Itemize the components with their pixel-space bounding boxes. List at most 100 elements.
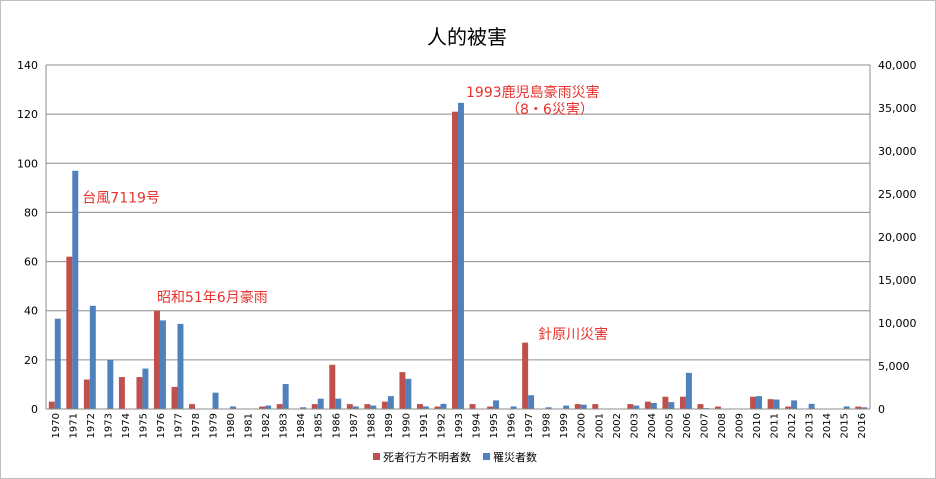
bar-death-missing-2000	[574, 404, 581, 409]
right-tick-label: 0	[878, 403, 885, 416]
bar-death-missing-1989	[381, 401, 388, 409]
legend-swatch	[483, 453, 490, 460]
bar-victims-2004	[650, 402, 657, 409]
legend-label: 死者行方不明者数	[383, 450, 471, 464]
x-tick-label: 2009	[735, 413, 746, 438]
bar-victims-2000	[580, 404, 587, 409]
bar-death-missing-1993	[452, 111, 458, 409]
annotation-label: 1993鹿児島豪雨災害	[466, 84, 600, 101]
x-tick-label: 1980	[226, 413, 237, 438]
bar-victims-2003	[633, 405, 640, 409]
bar-victims-2005	[668, 402, 675, 409]
legend-label: 罹災者数	[493, 451, 537, 464]
bar-death-missing-1974	[118, 377, 125, 409]
x-tick-label: 2011	[770, 413, 781, 438]
bar-victims-1983	[282, 384, 289, 409]
x-tick-label: 1975	[138, 413, 149, 438]
bar-death-missing-1991	[416, 404, 423, 409]
x-tick-label: 1988	[366, 413, 377, 438]
bar-death-missing-1972	[83, 379, 90, 409]
bar-victims-2006	[685, 372, 692, 409]
bar-death-missing-2011	[767, 399, 774, 409]
chart-title: 人的被害	[427, 25, 507, 49]
bar-death-missing-2016	[855, 406, 862, 409]
bar-victims-1993	[458, 102, 464, 409]
bar-victims-2010	[756, 396, 763, 409]
x-tick-label: 2014	[822, 413, 833, 438]
bar-death-missing-1983	[276, 404, 283, 409]
bar-death-missing-2003	[627, 404, 634, 409]
bar-victims-1991	[422, 406, 429, 409]
bar-victims-2015	[843, 406, 850, 409]
bar-death-missing-2008	[715, 406, 721, 409]
x-tick-label: 2013	[805, 413, 816, 438]
x-tick-label: 1972	[86, 413, 97, 438]
bar-victims-1998	[545, 407, 552, 409]
bar-victims-1975	[142, 368, 149, 409]
x-tick-label: 2010	[752, 413, 763, 438]
x-tick-label: 1976	[156, 413, 167, 438]
x-tick-label: 2015	[840, 413, 851, 438]
x-tick-label: 1995	[489, 413, 500, 438]
bar-death-missing-1986	[329, 364, 336, 409]
x-tick-label: 1989	[384, 413, 395, 438]
x-tick-label: 1982	[261, 413, 272, 438]
bar-death-missing-1977	[171, 386, 178, 409]
bar-victims-2016	[861, 407, 868, 409]
bar-death-missing-2012	[785, 406, 792, 409]
x-tick-label: 1998	[542, 413, 553, 438]
bar-victims-1992	[440, 403, 447, 409]
bar-death-missing-1976	[153, 310, 160, 409]
x-tick-label: 1993	[454, 413, 465, 438]
axes	[45, 65, 871, 410]
left-tick-label: 140	[17, 59, 38, 72]
bar-death-missing-1975	[136, 377, 143, 409]
x-tick-label: 1994	[472, 413, 483, 438]
right-tick-label: 40,000	[878, 59, 917, 72]
x-tick-label: 2006	[682, 413, 693, 438]
x-axis-ticks: 1970 1971 1972 1973 1974 1975 1976 1977 1978 1979…	[51, 413, 868, 438]
bar-death-missing-1994	[469, 404, 476, 409]
bar-victims-1977	[177, 323, 184, 409]
x-tick-label: 1990	[401, 413, 412, 438]
bar-victims-1979	[212, 392, 219, 409]
x-tick-label: 1984	[296, 413, 307, 438]
right-tick-label: 15,000	[878, 274, 917, 287]
bar-death-missing-1992	[434, 406, 441, 409]
left-tick-label: 40	[24, 305, 38, 318]
bar-victims-1986	[335, 398, 342, 409]
bar-victims-1982	[265, 405, 272, 409]
x-tick-label: 2008	[717, 413, 728, 438]
bar-death-missing-1982	[259, 406, 266, 409]
legend: 死者行方不明者数 罹災者数	[373, 450, 537, 464]
bar-victims-1973	[107, 359, 114, 409]
x-tick-label: 1970	[51, 413, 62, 438]
x-tick-label: 1971	[68, 413, 79, 438]
x-tick-label: 1997	[524, 413, 535, 438]
bar-death-missing-1978	[189, 404, 196, 409]
bar-victims-1971	[72, 170, 79, 409]
left-tick-label: 80	[24, 206, 38, 219]
right-axis-ticks: 0 5,000 10,000 15,000 20,000 25,000 30,000 35,0…	[878, 59, 917, 416]
bar-death-missing-2005	[662, 396, 669, 409]
left-tick-label: 60	[24, 256, 38, 269]
bar-death-missing-1990	[399, 372, 406, 409]
x-tick-label: 1979	[209, 413, 220, 438]
bar-death-missing-2001	[592, 404, 599, 409]
annotation-label: （8・6災害）	[506, 102, 594, 118]
bar-victims-1987	[352, 406, 359, 409]
x-tick-label: 1991	[419, 413, 430, 438]
bar-victims-1984	[300, 407, 307, 409]
annotation-label: 昭和51年6月豪雨	[157, 290, 268, 306]
x-tick-label: 2016	[857, 413, 868, 438]
bar-victims-1976	[159, 320, 166, 409]
right-tick-label: 20,000	[878, 231, 917, 244]
x-tick-label: 2012	[787, 413, 798, 438]
right-tick-label: 10,000	[878, 317, 917, 330]
bar-victims-1999	[563, 405, 570, 409]
bar-victims-1972	[89, 305, 96, 409]
bar-death-missing-2007	[697, 404, 704, 409]
bar-victims-2013	[808, 403, 815, 409]
right-tick-label: 35,000	[878, 102, 917, 115]
